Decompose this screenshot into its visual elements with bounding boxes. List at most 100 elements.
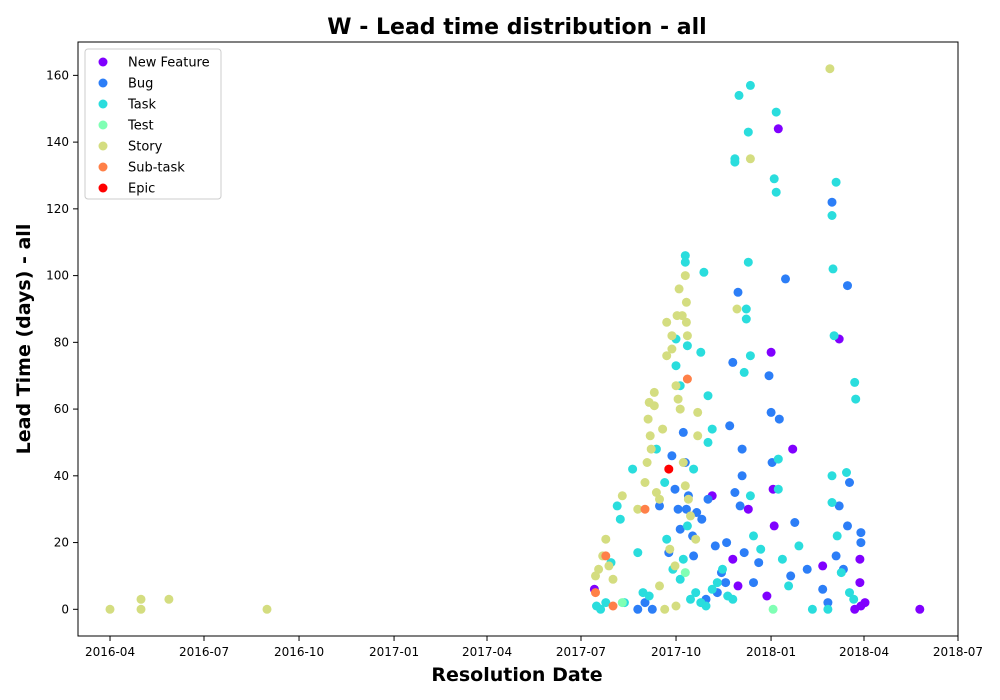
legend-label-story: Story xyxy=(128,140,163,155)
data-point-story xyxy=(681,271,690,280)
data-point-bug xyxy=(828,198,837,207)
data-point-story xyxy=(660,605,669,614)
data-point-story xyxy=(655,581,664,590)
data-point-bug xyxy=(648,605,657,614)
data-point-story xyxy=(671,561,680,570)
data-point-task xyxy=(744,258,753,267)
data-point-bug xyxy=(725,421,734,430)
data-point-bug xyxy=(790,518,799,527)
data-point-bug xyxy=(786,571,795,580)
data-point-task xyxy=(828,211,837,220)
data-point-bug xyxy=(679,428,688,437)
points-layer xyxy=(106,64,925,614)
data-point-task xyxy=(679,555,688,564)
data-point-task xyxy=(774,455,783,464)
data-point-story xyxy=(647,445,656,454)
data-point-bug xyxy=(765,371,774,380)
data-point-task xyxy=(691,588,700,597)
legend: New FeatureBugTaskTestStorySub-taskEpic xyxy=(85,49,221,199)
data-point-task xyxy=(613,501,622,510)
y-tick-label: 140 xyxy=(46,135,69,149)
data-point-new-feature xyxy=(762,592,771,601)
data-point-bug xyxy=(818,585,827,594)
data-point-task xyxy=(708,425,717,434)
data-point-test xyxy=(769,605,778,614)
data-point-test xyxy=(681,568,690,577)
legend-label-new-feature: New Feature xyxy=(128,56,210,71)
data-point-story xyxy=(263,605,272,614)
legend-marker-test xyxy=(99,121,108,130)
data-point-bug xyxy=(767,408,776,417)
data-point-bug xyxy=(740,548,749,557)
data-point-story xyxy=(825,64,834,73)
data-point-task xyxy=(849,595,858,604)
data-point-task xyxy=(832,178,841,187)
data-point-task xyxy=(772,108,781,117)
data-point-story xyxy=(682,298,691,307)
chart-title: W - Lead time distribution - all xyxy=(327,15,706,40)
x-tick-label: 2018-07 xyxy=(933,645,983,659)
data-point-bug xyxy=(856,538,865,547)
data-point-bug xyxy=(856,528,865,537)
data-point-new-feature xyxy=(818,561,827,570)
data-point-task xyxy=(742,315,751,324)
data-point-new-feature xyxy=(728,555,737,564)
legend-label-sub-task: Sub-task xyxy=(128,161,185,176)
data-point-story xyxy=(601,535,610,544)
data-point-story xyxy=(650,401,659,410)
data-point-task xyxy=(828,498,837,507)
data-point-story xyxy=(676,405,685,414)
x-tick-label: 2017-01 xyxy=(369,645,419,659)
x-tick-label: 2018-01 xyxy=(746,645,796,659)
data-point-story xyxy=(683,331,692,340)
data-point-task xyxy=(713,578,722,587)
data-point-sub-task xyxy=(591,588,600,597)
data-point-bug xyxy=(734,288,743,297)
data-point-task xyxy=(628,465,637,474)
data-point-bug xyxy=(722,538,731,547)
data-point-task xyxy=(681,258,690,267)
data-point-new-feature xyxy=(744,505,753,514)
data-point-story xyxy=(667,345,676,354)
data-point-story xyxy=(658,425,667,434)
data-point-task xyxy=(699,268,708,277)
y-axis-title: Lead Time (days) - all xyxy=(13,224,35,455)
y-tick-label: 100 xyxy=(46,269,69,283)
data-point-task xyxy=(823,605,832,614)
data-point-bug xyxy=(633,605,642,614)
data-point-bug xyxy=(738,471,747,480)
data-point-story xyxy=(674,395,683,404)
data-point-task xyxy=(746,491,755,500)
data-point-bug xyxy=(832,551,841,560)
data-point-bug xyxy=(775,415,784,424)
data-point-task xyxy=(778,555,787,564)
data-point-story xyxy=(693,408,702,417)
data-point-task xyxy=(744,128,753,137)
data-point-story xyxy=(681,481,690,490)
data-point-task xyxy=(756,545,765,554)
data-point-task xyxy=(689,465,698,474)
data-point-story xyxy=(137,605,146,614)
data-point-bug xyxy=(671,485,680,494)
data-point-task xyxy=(774,485,783,494)
data-point-sub-task xyxy=(609,602,618,611)
data-point-bug xyxy=(754,558,763,567)
data-point-story xyxy=(594,565,603,574)
data-point-story xyxy=(604,561,613,570)
data-point-task xyxy=(704,391,713,400)
data-point-story xyxy=(618,491,627,500)
data-point-story xyxy=(106,605,115,614)
x-axis-title: Resolution Date xyxy=(431,664,602,686)
data-point-story xyxy=(675,284,684,293)
x-tick-label: 2017-07 xyxy=(556,645,606,659)
data-point-bug xyxy=(803,565,812,574)
legend-marker-new-feature xyxy=(99,58,108,67)
data-point-bug xyxy=(728,358,737,367)
data-point-bug xyxy=(721,578,730,587)
x-axis: 2016-04 2016-07 2016-10 2017-01 2017-04 2017-… xyxy=(85,636,983,659)
data-point-bug xyxy=(736,501,745,510)
data-point-new-feature xyxy=(855,555,864,564)
data-point-task xyxy=(830,331,839,340)
data-point-task xyxy=(672,361,681,370)
